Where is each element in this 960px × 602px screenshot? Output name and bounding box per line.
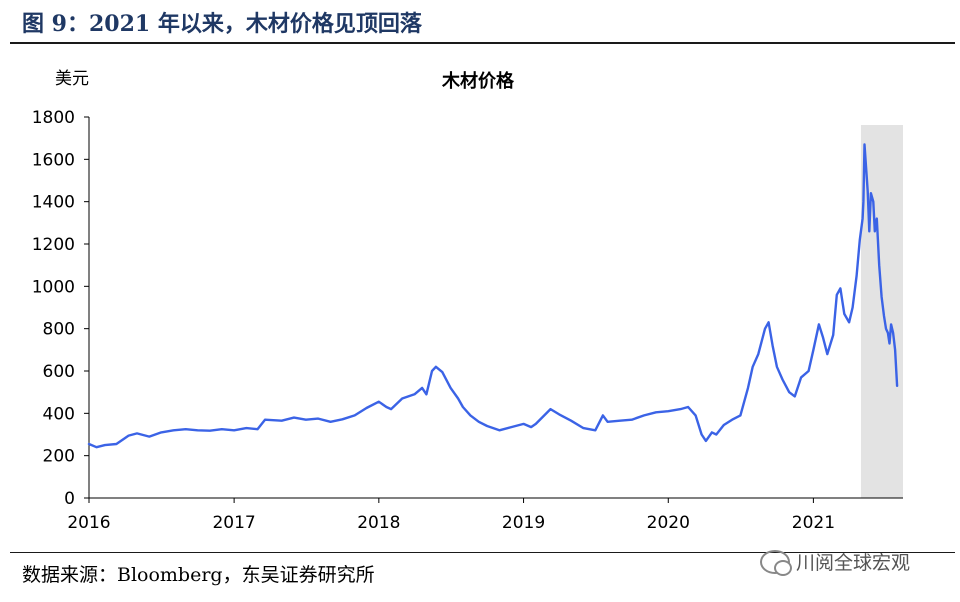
chart-title: 木材价格 bbox=[441, 70, 515, 92]
watermark: 川阅全球宏观 bbox=[760, 548, 911, 576]
y-axis-unit: 美元 bbox=[55, 69, 89, 89]
y-tick-label: 200 bbox=[43, 447, 75, 467]
x-tick-label: 2018 bbox=[357, 513, 400, 533]
y-tick-label: 400 bbox=[43, 404, 75, 424]
y-tick-label: 1000 bbox=[32, 277, 75, 297]
figure-title: 图 9：2021 年以来，木材价格见顶回落 bbox=[22, 11, 422, 37]
top-divider bbox=[10, 42, 955, 44]
bottom-divider bbox=[10, 552, 955, 553]
x-tick-label: 2021 bbox=[792, 513, 835, 533]
y-tick-label: 0 bbox=[64, 489, 75, 509]
y-tick-label: 800 bbox=[43, 320, 75, 340]
x-tick-label: 2019 bbox=[502, 513, 545, 533]
lumber-price-chart: 木材价格 美元 0 200 400 600 800 1000 1200 1400 1600 180… bbox=[32, 69, 903, 533]
wechat-icon bbox=[760, 549, 792, 576]
watermark-text: 川阅全球宏观 bbox=[796, 552, 911, 574]
source-note: 数据来源：Bloomberg，东吴证券研究所 bbox=[22, 564, 375, 586]
x-tick-label: 2017 bbox=[212, 513, 255, 533]
y-tick-label: 600 bbox=[43, 362, 75, 382]
y-tick-label: 1200 bbox=[32, 235, 75, 255]
x-tick-label: 2020 bbox=[647, 513, 690, 533]
y-tick-label: 1800 bbox=[32, 108, 75, 128]
y-tick-label: 1600 bbox=[32, 150, 75, 170]
x-tick-label: 2016 bbox=[67, 513, 110, 533]
lumber-price-line bbox=[87, 143, 899, 449]
y-tick-label: 1400 bbox=[32, 193, 75, 213]
